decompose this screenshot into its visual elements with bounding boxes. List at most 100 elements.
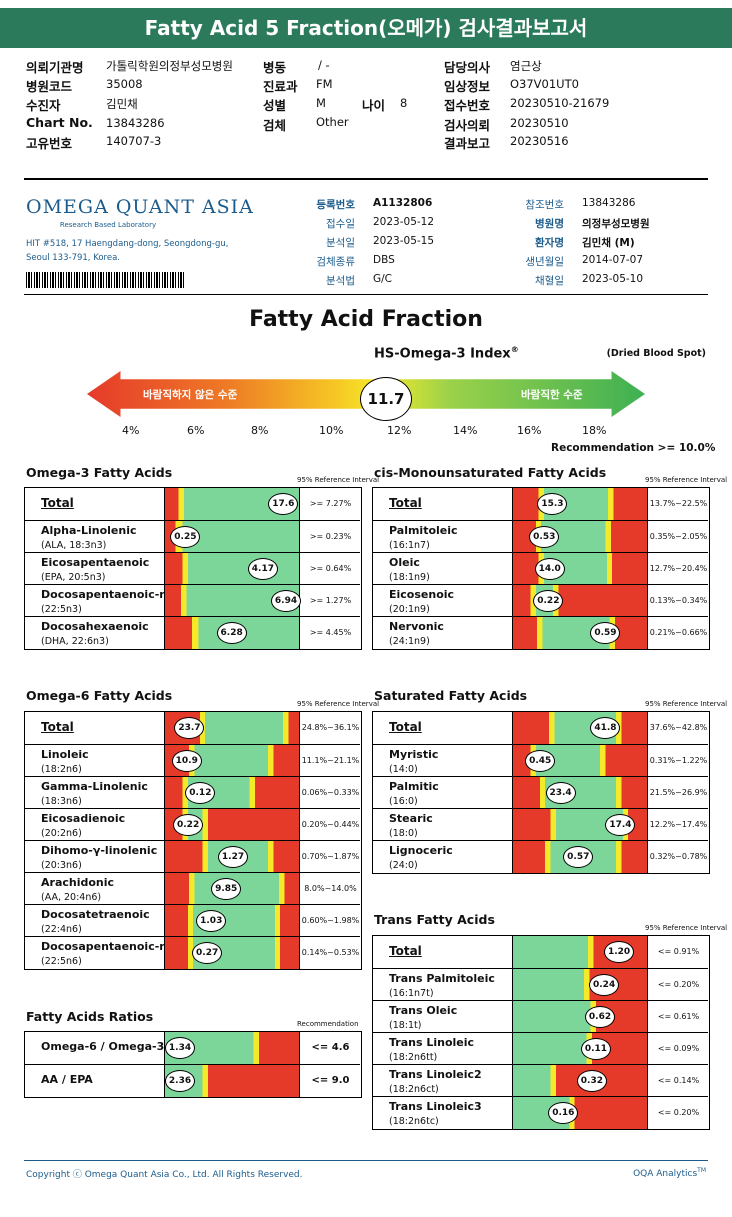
info-value: 13843286 xyxy=(582,197,636,209)
footer-brand-text: OQA Analytics xyxy=(633,1169,698,1179)
info-value: 의정부성모병원 xyxy=(582,218,650,230)
value-bubble: 0.25 xyxy=(170,526,201,548)
acid-notation: (20:3n6) xyxy=(41,860,82,871)
acid-name: Docosatetraenoic xyxy=(41,908,150,921)
table-row: Linoleic (18:2n6) 10.9 11.1%~21.1% xyxy=(25,744,360,777)
info-value: 2023-05-15 xyxy=(373,235,435,247)
range-bar: 0.24 xyxy=(512,969,648,1001)
acid-name: Eicosadienoic xyxy=(41,812,126,825)
header-value: 13843286 xyxy=(106,116,165,130)
footer-brand: OQA AnalyticsTM xyxy=(633,1167,706,1179)
divider xyxy=(24,294,708,295)
value-bubble: 1.34 xyxy=(165,1037,195,1059)
value-bubble: 0.45 xyxy=(525,750,556,772)
acid-name: Arachidonic xyxy=(41,876,115,889)
header-label: 결과보고 xyxy=(444,136,491,151)
value-bubble: 15.3 xyxy=(537,493,568,515)
value-bubble: 0.11 xyxy=(580,1038,611,1060)
reference-value: 24.8%~36.1% xyxy=(301,723,360,732)
scale-tick-label: 14% xyxy=(453,424,478,437)
value-bubble: 6.28 xyxy=(216,622,247,644)
info-label: 분석법 xyxy=(326,275,355,287)
table-row: Arachidonic (AA, 20:4n6) 9.85 8.0%~14.0% xyxy=(25,872,360,905)
value-bubble: 0.12 xyxy=(185,782,216,804)
reference-header: Recommendation xyxy=(297,1020,359,1028)
table-row: Total 23.7 24.8%~36.1% xyxy=(25,712,360,744)
acid-name: Total xyxy=(41,496,74,510)
section-title: Trans Fatty Acids xyxy=(374,912,495,927)
footer-divider xyxy=(24,1160,708,1161)
table-row: Eicosenoic (20:1n9) 0.22 0.13%~0.34% xyxy=(373,584,708,617)
reference-value: 12.2%~17.4% xyxy=(649,820,708,829)
table-row: Eicosapentaenoic (EPA, 20:5n3) 4.17 >= 0.64… xyxy=(25,552,360,585)
header-value: 가톨릭학원의정부성모병원 xyxy=(106,59,233,73)
range-bar: 0.25 xyxy=(164,521,300,553)
range-bar: 2.36 xyxy=(164,1065,300,1097)
reference-value: 0.13%~0.34% xyxy=(649,596,708,605)
header-value: 8 xyxy=(400,96,408,110)
range-bar: 0.59 xyxy=(512,617,648,649)
header-label: 검사의뢰 xyxy=(444,118,491,133)
table-row: Trans Linoleic2 (18:2n6ct) 0.32 <= 0.14% xyxy=(373,1064,708,1097)
acid-name: Docosapentaenoic-n6 xyxy=(41,940,175,953)
range-bar: 0.57 xyxy=(512,841,648,873)
section-table: Total 15.3 13.7%~22.5% Palmitoleic (16:1n7) 0… xyxy=(372,487,710,650)
info-value: 2023-05-10 xyxy=(582,273,644,285)
divider xyxy=(24,178,708,180)
reference-header: 95% Reference Interval xyxy=(297,700,380,708)
value-bubble: 17.4 xyxy=(605,814,636,836)
reference-value: 0.06%~0.33% xyxy=(301,788,360,797)
range-bar: 6.28 xyxy=(164,617,300,649)
reference-value: >= 7.27% xyxy=(309,499,352,508)
info-label: 생년월일 xyxy=(525,256,564,268)
acid-name: Trans Linoleic2 xyxy=(389,1068,482,1081)
table-row: Trans Linoleic3 (18:2n6tc) 0.16 <= 0.20% xyxy=(373,1096,708,1129)
table-row: Docosatetraenoic (22:4n6) 1.03 0.60%~1.98% xyxy=(25,904,360,937)
header-value: 20230516 xyxy=(510,134,569,148)
info-value: A1132806 xyxy=(373,197,433,209)
info-label: 병원명 xyxy=(535,218,564,230)
acid-name: Omega-6 / Omega-3 xyxy=(41,1040,165,1053)
info-value: DBS xyxy=(373,254,395,266)
table-row: Docosahexaenoic (DHA, 22:6n3) 6.28 >= 4.45% xyxy=(25,616,360,649)
table-row: Nervonic (24:1n9) 0.59 0.21%~0.66% xyxy=(373,616,708,649)
info-value: G/C xyxy=(373,273,393,285)
header-value: M xyxy=(316,96,326,110)
reference-value: <= 4.6 xyxy=(311,1042,350,1053)
acid-notation: (14:0) xyxy=(389,764,418,775)
lab-address: HIT #518, 17 Haengdang-dong, Seongdong-g… xyxy=(26,239,229,249)
table-row: Trans Oleic (18:1t) 0.62 <= 0.61% xyxy=(373,1000,708,1033)
acid-name: Total xyxy=(389,720,422,734)
table-row: Omega-6 / Omega-3 1.34 <= 4.6 xyxy=(25,1032,360,1064)
table-row: Stearic (18:0) 17.4 12.2%~17.4% xyxy=(373,808,708,841)
acid-name: Eicosenoic xyxy=(389,588,455,601)
value-bubble: 0.22 xyxy=(173,814,204,836)
range-bar: 0.22 xyxy=(512,585,648,617)
header-value: 35008 xyxy=(106,77,143,91)
header-value: FM xyxy=(316,77,333,91)
range-bar: 17.6 xyxy=(164,488,300,520)
acid-notation: (24:0) xyxy=(389,860,418,871)
value-bubble: 0.32 xyxy=(576,1070,607,1092)
info-label: 채혈일 xyxy=(535,275,564,287)
value-bubble: 4.17 xyxy=(247,558,278,580)
reference-value: 0.70%~1.87% xyxy=(301,852,360,861)
table-row: AA / EPA 2.36 <= 9.0 xyxy=(25,1064,360,1097)
reference-value: 0.14%~0.53% xyxy=(301,948,360,957)
table-row: Dihomo-γ-linolenic (20:3n6) 1.27 0.70%~1.87… xyxy=(25,840,360,873)
range-bar: 0.45 xyxy=(512,745,648,777)
info-label: 참조번호 xyxy=(525,199,564,211)
reference-value: 0.32%~0.78% xyxy=(649,852,708,861)
acid-notation: (18:2n6) xyxy=(41,764,82,775)
range-bar: 0.22 xyxy=(164,809,300,841)
acid-notation: (20:2n6) xyxy=(41,828,82,839)
acid-notation: (18:2n6tc) xyxy=(389,1116,439,1127)
reference-value: 0.20%~0.44% xyxy=(301,820,360,829)
value-bubble: 23.4 xyxy=(545,782,576,804)
section-title: cis-Monounsaturated Fatty Acids xyxy=(374,465,607,480)
value-bubble: 0.57 xyxy=(563,846,594,868)
acid-notation: (24:1n9) xyxy=(389,636,430,647)
header-value: 염근상 xyxy=(510,59,542,73)
sample-type: (Dried Blood Spot) xyxy=(606,348,706,359)
value-bubble: 17.6 xyxy=(268,493,299,515)
